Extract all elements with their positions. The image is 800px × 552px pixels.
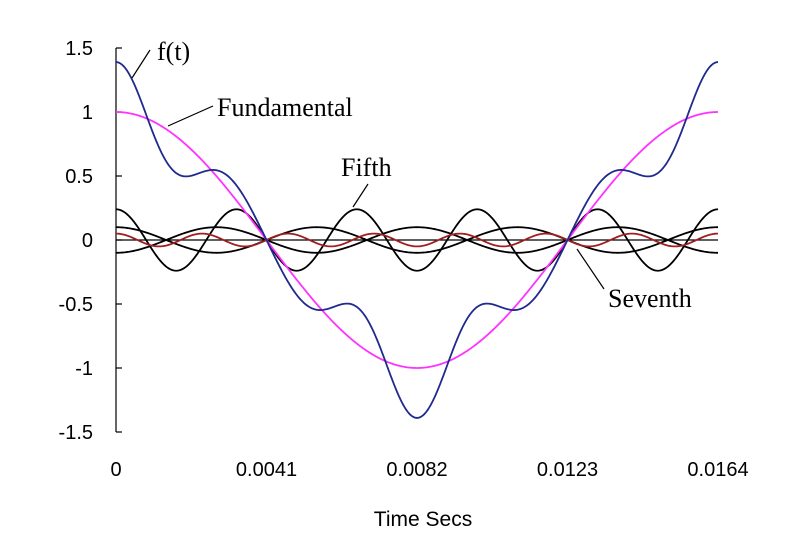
x-tick-label: 0 [110,459,121,481]
series-harmonic-2 [115,226,719,254]
x-tick-label: 0.0123 [537,459,598,481]
annotation-label: Seventh [608,284,692,313]
y-tick-label: -1.5 [59,422,93,444]
axes: 1.5 1 0.5 0 -0.5 -1 -1.5 0 0.0041 0.0082 0.0123 0.0… [59,38,749,481]
annotation-leader [352,183,369,208]
annotation-label: Fundamental [217,93,353,122]
series-fundamental [115,111,719,369]
series-harmonic-4 [115,226,719,254]
series-layer [115,61,719,419]
annotation-leader [167,105,214,127]
series-seventh [115,232,719,248]
x-axis-title: Time Secs [374,508,472,531]
x-tick-label: 0.0164 [687,459,748,481]
series-fifth [115,208,719,272]
series-f-t [115,61,719,419]
x-tick-label: 0.0041 [236,459,297,481]
annotation-label: f(t) [157,37,190,66]
annotation-leader [576,248,605,290]
annotation-label: Fifth [341,153,392,182]
y-tick-label: 0.5 [65,166,93,188]
annotation-leader [131,49,151,79]
y-tick-label: 1 [82,102,93,124]
y-tick-label: 0 [82,230,93,252]
y-tick-label: -0.5 [59,294,93,316]
x-tick-label: 0.0082 [386,459,447,481]
y-tick-label: 1.5 [65,38,93,60]
annotations: f(t) Fundamental Fifth Seventh [131,37,692,313]
y-tick-label: -1 [75,358,93,380]
